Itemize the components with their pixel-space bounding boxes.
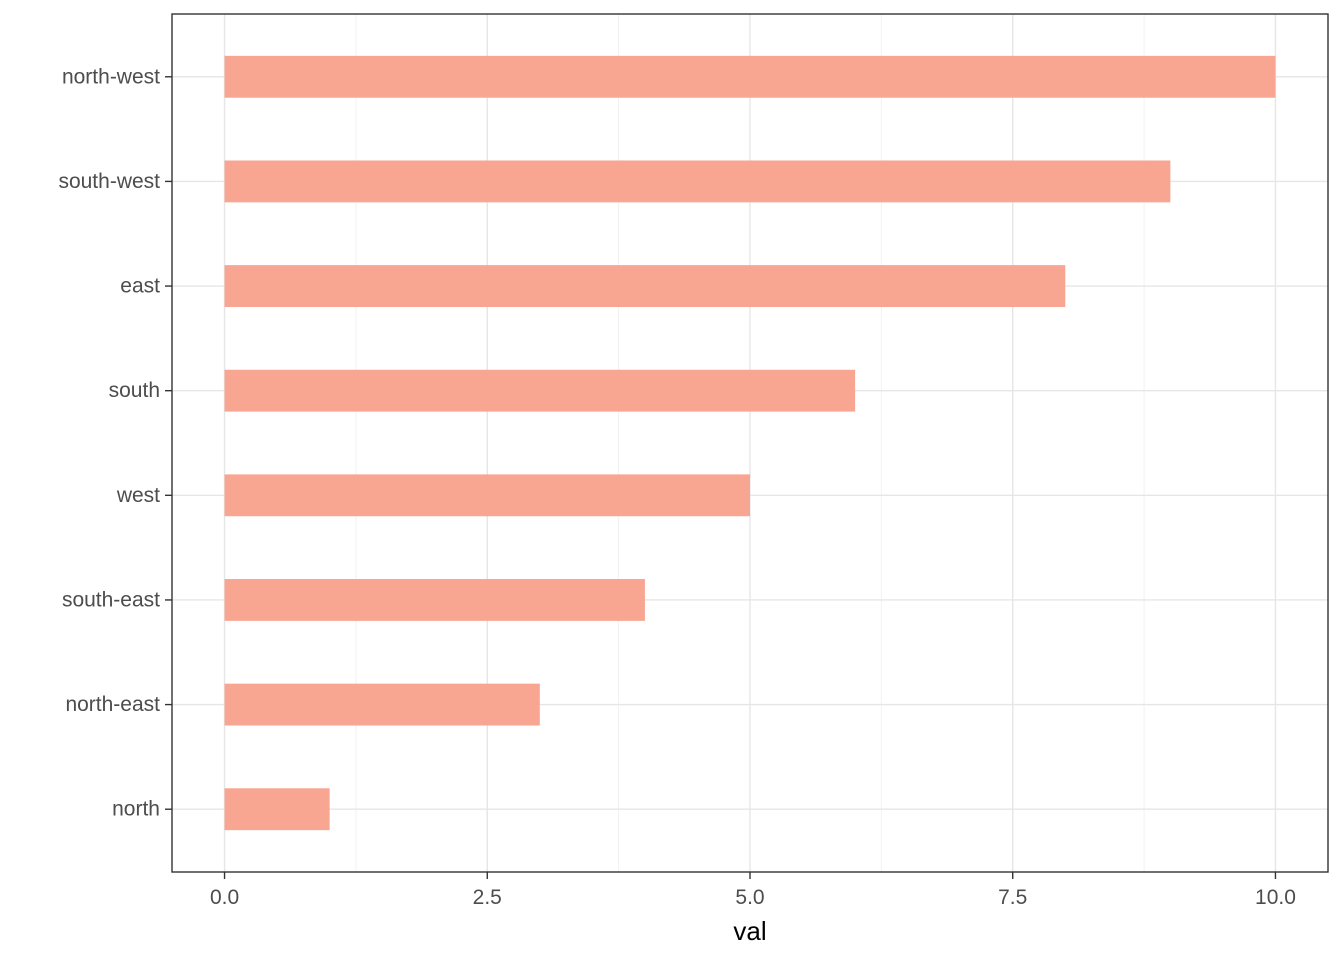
bar-south-east (224, 579, 645, 621)
bars (224, 55, 1276, 831)
bar-south-west (224, 160, 1171, 203)
y-axis: north north-east south-east west south east so… (58, 65, 172, 821)
y-tick-label: north-east (65, 693, 160, 716)
bar-east (224, 265, 1066, 307)
bar-west (224, 474, 750, 517)
y-tick-label: west (116, 484, 160, 507)
x-axis: 0.0 2.5 5.0 7.5 10.0 (210, 872, 1296, 909)
x-axis-title: val (733, 916, 766, 946)
bar-north (224, 788, 330, 831)
x-tick-label: 5.0 (735, 886, 764, 909)
bar-north-west (224, 55, 1276, 98)
y-tick-label: south (109, 379, 160, 402)
grid-lines (172, 14, 1328, 872)
y-tick-label: east (120, 275, 160, 298)
bar-north-east (224, 683, 540, 726)
bar-south (224, 369, 856, 412)
x-tick-label: 2.5 (473, 886, 502, 909)
y-tick-label: north-west (62, 65, 160, 88)
y-tick-label: south-east (62, 588, 160, 611)
x-tick-label: 0.0 (210, 886, 239, 909)
y-tick-label: south-west (58, 170, 160, 193)
x-tick-label: 10.0 (1255, 886, 1296, 909)
x-tick-label: 7.5 (998, 886, 1027, 909)
y-tick-label: north (112, 798, 160, 821)
